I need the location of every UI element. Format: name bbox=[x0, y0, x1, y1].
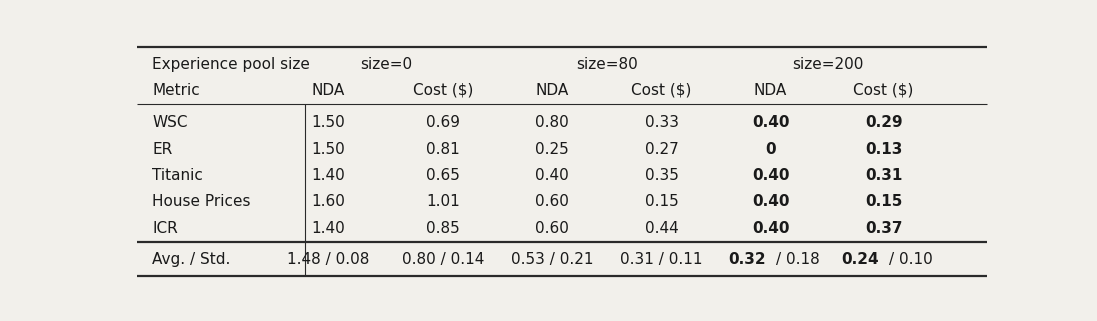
Text: 0.40: 0.40 bbox=[751, 195, 789, 209]
Text: 1.01: 1.01 bbox=[427, 195, 460, 209]
Text: Metric: Metric bbox=[152, 83, 200, 98]
Text: 0.15: 0.15 bbox=[645, 195, 679, 209]
Text: / 0.18: / 0.18 bbox=[776, 252, 819, 267]
Text: 0.13: 0.13 bbox=[864, 142, 902, 157]
Text: 0.80: 0.80 bbox=[535, 115, 569, 130]
Text: Cost ($): Cost ($) bbox=[853, 83, 914, 98]
Text: 0.60: 0.60 bbox=[535, 195, 569, 209]
Text: Cost ($): Cost ($) bbox=[412, 83, 474, 98]
Text: 0.40: 0.40 bbox=[751, 115, 789, 130]
Text: 1.50: 1.50 bbox=[312, 142, 346, 157]
Text: 1.60: 1.60 bbox=[312, 195, 346, 209]
Text: 0.60: 0.60 bbox=[535, 221, 569, 236]
Text: 0.35: 0.35 bbox=[645, 168, 679, 183]
Text: 0.32: 0.32 bbox=[728, 252, 766, 267]
Text: / 0.10: / 0.10 bbox=[889, 252, 932, 267]
Text: 0.15: 0.15 bbox=[864, 195, 902, 209]
Text: 0.69: 0.69 bbox=[427, 115, 460, 130]
Text: 0.40: 0.40 bbox=[535, 168, 569, 183]
Text: size=0: size=0 bbox=[360, 57, 412, 72]
Text: 0.40: 0.40 bbox=[751, 221, 789, 236]
Text: 0.44: 0.44 bbox=[645, 221, 679, 236]
Text: 0.31 / 0.11: 0.31 / 0.11 bbox=[621, 252, 703, 267]
Text: 0.53 / 0.21: 0.53 / 0.21 bbox=[511, 252, 593, 267]
Text: Experience pool size: Experience pool size bbox=[152, 57, 310, 72]
Text: 0.80 / 0.14: 0.80 / 0.14 bbox=[402, 252, 485, 267]
Text: size=80: size=80 bbox=[576, 57, 638, 72]
Text: WSC: WSC bbox=[152, 115, 188, 130]
Text: 0.27: 0.27 bbox=[645, 142, 679, 157]
Text: Cost ($): Cost ($) bbox=[632, 83, 692, 98]
Text: 1.40: 1.40 bbox=[312, 221, 346, 236]
Text: 1.50: 1.50 bbox=[312, 115, 346, 130]
Text: 1.40: 1.40 bbox=[312, 168, 346, 183]
Text: 0.25: 0.25 bbox=[535, 142, 569, 157]
Text: NDA: NDA bbox=[754, 83, 788, 98]
Text: 1.48 / 0.08: 1.48 / 0.08 bbox=[287, 252, 370, 267]
Text: 0.24: 0.24 bbox=[841, 252, 879, 267]
Text: House Prices: House Prices bbox=[152, 195, 251, 209]
Text: ER: ER bbox=[152, 142, 172, 157]
Text: 0.65: 0.65 bbox=[427, 168, 460, 183]
Text: 0.81: 0.81 bbox=[427, 142, 460, 157]
Text: 0.40: 0.40 bbox=[751, 168, 789, 183]
Text: 0.31: 0.31 bbox=[864, 168, 902, 183]
Text: 0.85: 0.85 bbox=[427, 221, 460, 236]
Text: 0: 0 bbox=[766, 142, 776, 157]
Text: NDA: NDA bbox=[535, 83, 568, 98]
Text: 0.37: 0.37 bbox=[864, 221, 903, 236]
Text: ICR: ICR bbox=[152, 221, 178, 236]
Text: 0.29: 0.29 bbox=[864, 115, 903, 130]
Text: NDA: NDA bbox=[312, 83, 346, 98]
Text: 0.33: 0.33 bbox=[645, 115, 679, 130]
Text: Titanic: Titanic bbox=[152, 168, 203, 183]
Text: Avg. / Std.: Avg. / Std. bbox=[152, 252, 230, 267]
Text: size=200: size=200 bbox=[792, 57, 863, 72]
